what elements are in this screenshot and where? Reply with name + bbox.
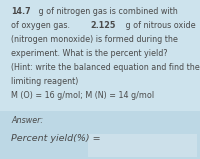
- Text: Answer:: Answer:: [11, 116, 43, 125]
- Text: g of nitrogen gas is combined with: g of nitrogen gas is combined with: [36, 7, 181, 16]
- Text: M (O) = 16 g/mol; M (N) = 14 g/mol: M (O) = 16 g/mol; M (N) = 14 g/mol: [11, 91, 154, 100]
- FancyBboxPatch shape: [88, 134, 197, 157]
- Text: g of nitrous oxide: g of nitrous oxide: [123, 21, 196, 30]
- Text: 2.125: 2.125: [90, 21, 116, 30]
- Text: (nitrogen monoxide) is formed during the: (nitrogen monoxide) is formed during the: [11, 35, 178, 44]
- Text: experiment. What is the percent yield?: experiment. What is the percent yield?: [11, 49, 168, 58]
- Text: (Hint: write the balanced equation and find the: (Hint: write the balanced equation and f…: [11, 63, 200, 72]
- FancyBboxPatch shape: [0, 111, 200, 159]
- Text: of oxygen gas.: of oxygen gas.: [11, 21, 72, 30]
- Text: limiting reagent): limiting reagent): [11, 77, 78, 86]
- Text: 14.7: 14.7: [11, 7, 31, 16]
- Text: Percent yield(%) =: Percent yield(%) =: [11, 134, 101, 143]
